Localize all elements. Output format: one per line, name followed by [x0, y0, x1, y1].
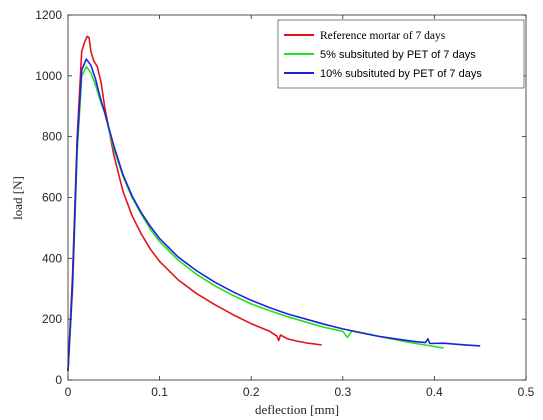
- x-tick-label: 0.1: [151, 385, 168, 399]
- x-tick-label: 0.3: [334, 385, 351, 399]
- x-tick-label: 0: [65, 385, 72, 399]
- y-tick-label: 400: [42, 251, 62, 265]
- y-tick-label: 800: [42, 130, 62, 144]
- x-axis-label: deflection [mm]: [255, 402, 339, 417]
- x-tick-label: 0.5: [518, 385, 535, 399]
- x-tick-label: 0.2: [243, 385, 260, 399]
- y-tick-label: 0: [55, 373, 62, 387]
- legend-entry-pet10: 10% subsituted by PET of 7 days: [320, 68, 482, 80]
- y-tick-label: 1200: [35, 8, 62, 22]
- x-tick-label: 0.4: [426, 385, 443, 399]
- y-tick-label: 200: [42, 312, 62, 326]
- legend-entry-reference: Reference mortar of 7 days: [320, 30, 446, 42]
- y-tick-label: 600: [42, 191, 62, 205]
- y-tick-label: 1000: [35, 69, 62, 83]
- y-axis-label: load [N]: [10, 176, 25, 220]
- legend-entry-pet5: 5% subsituted by PET of 7 days: [320, 49, 476, 61]
- legend: Reference mortar of 7 days 5% subsituted…: [278, 20, 524, 88]
